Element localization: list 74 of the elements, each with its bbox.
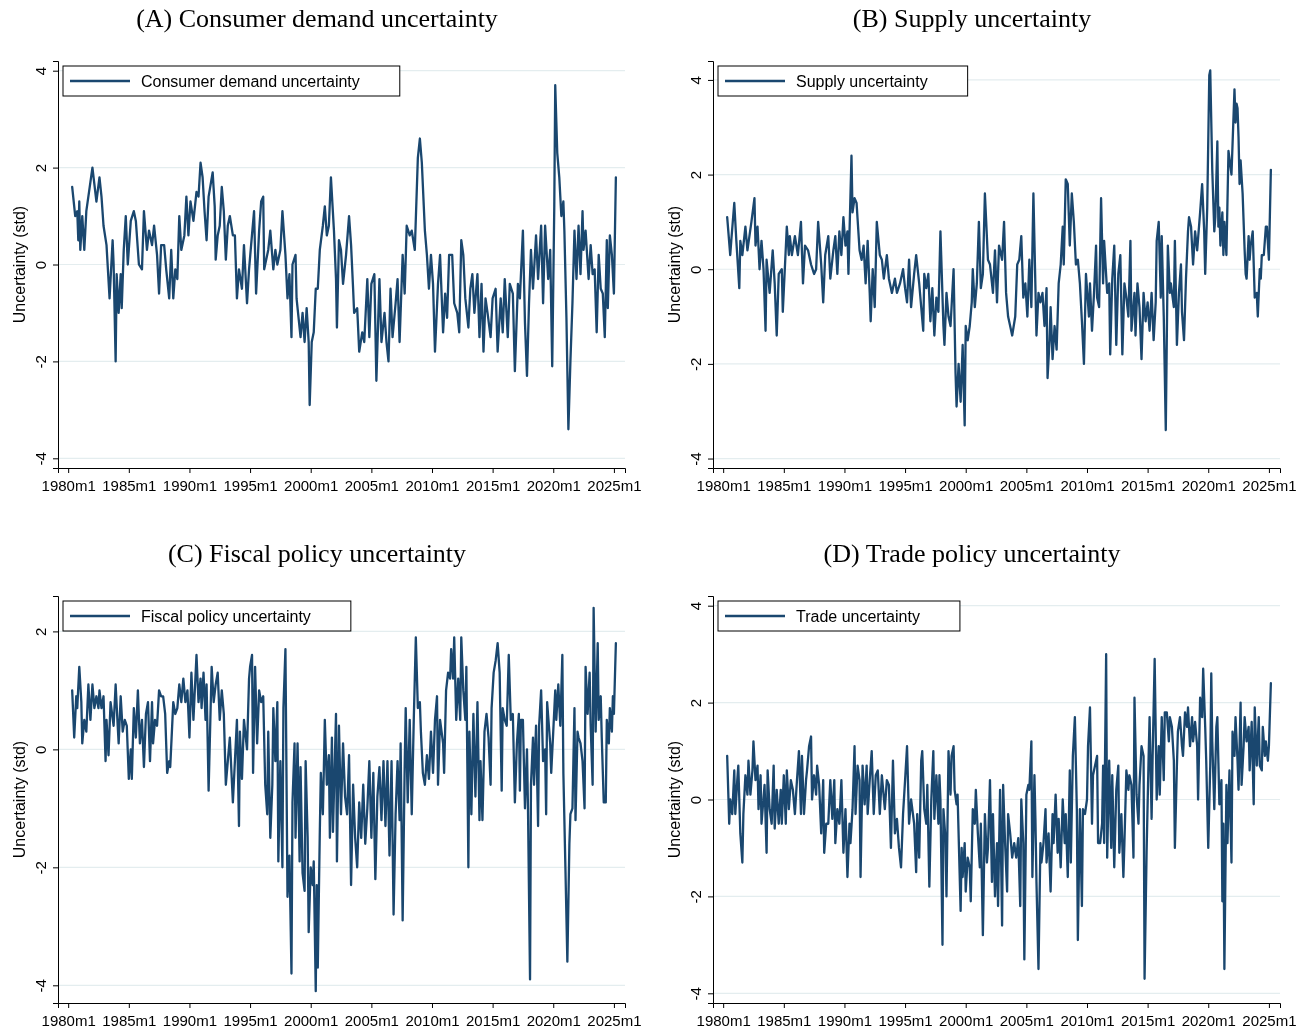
x-tick-label: 1990m1 [817,476,873,494]
y-axis-title: Uncertainty (std) [666,740,683,859]
x-tick-label: 2010m1 [405,476,460,494]
chart-title: (A) Consumer demand uncertainty [136,4,498,33]
x-tick-label: 1995m1 [878,476,933,494]
x-tick-label: 1980m1 [696,476,751,494]
x-tick-label: 2015m1 [466,476,521,494]
x-tick-label: 1985m1 [757,476,812,494]
x-tick-label: 2015m1 [466,1011,521,1029]
y-tick-label: -2 [687,890,704,904]
legend-label: Consumer demand uncertainty [141,72,360,90]
x-tick-label: 2005m1 [344,1011,399,1029]
x-tick-label: 2020m1 [1181,476,1236,494]
chart-title: (B) Supply uncertainty [852,4,1092,33]
x-tick-label: 2025m1 [1242,476,1297,494]
x-tick-label: 2005m1 [344,476,399,494]
x-tick-label: 2000m1 [939,1011,994,1029]
x-tick-label: 2000m1 [284,1011,339,1029]
x-tick-label: 2020m1 [1181,1011,1236,1029]
x-tick-label: 2000m1 [284,476,339,494]
y-tick-label: 4 [687,76,704,85]
y-tick-label: 0 [32,745,49,755]
x-tick-label: 2010m1 [1060,1011,1115,1029]
y-tick-label: -4 [32,452,49,466]
y-tick-label: 4 [687,602,704,611]
x-tick-label: 2010m1 [1060,476,1115,494]
y-tick-label: 2 [687,170,704,180]
x-tick-label: 2025m1 [1242,1011,1297,1029]
y-tick-label: 2 [32,627,49,637]
y-axis-title: Uncertainty (std) [11,205,28,324]
x-tick-label: 2000m1 [939,476,994,494]
legend-label: Trade uncertainty [796,607,920,625]
x-tick-label: 2005m1 [999,1011,1054,1029]
x-tick-label: 1990m1 [817,1011,873,1029]
x-tick-label: 1980m1 [41,1011,96,1029]
x-tick-label: 1995m1 [223,476,278,494]
chart-title: (C) Fiscal policy uncertainty [167,539,467,568]
y-tick-label: 2 [32,163,49,173]
x-tick-label: 1990m1 [162,476,218,494]
x-tick-label: 1980m1 [41,476,96,494]
y-tick-label: -2 [32,861,49,875]
y-tick-label: 2 [687,698,704,708]
chart-title: (D) Trade policy uncertainty [823,539,1121,568]
x-tick-label: 1995m1 [878,1011,933,1029]
x-tick-label: 1990m1 [162,1011,218,1029]
x-tick-label: 1980m1 [696,1011,751,1029]
x-tick-label: 1995m1 [223,1011,278,1029]
y-tick-label: -2 [687,357,704,372]
x-tick-label: 2025m1 [587,1011,642,1029]
line-series [726,69,1273,432]
legend-label: Supply uncertainty [796,72,928,90]
y-tick-label: -4 [687,987,704,1001]
line-series [726,652,1273,980]
x-tick-label: 2015m1 [1121,476,1176,494]
x-tick-label: 2015m1 [1121,1011,1176,1029]
y-tick-label: 0 [32,260,49,270]
x-tick-label: 2005m1 [999,476,1054,494]
y-tick-label: 0 [687,795,704,805]
line-series [71,606,618,993]
x-tick-label: 2020m1 [526,1011,581,1029]
x-tick-label: 1985m1 [102,476,157,494]
y-tick-label: -4 [32,979,49,993]
y-axis-title: Uncertainty (std) [666,205,683,324]
legend-label: Fiscal policy uncertainty [141,607,311,625]
y-tick-label: -4 [687,452,704,466]
x-tick-label: 2020m1 [526,476,581,494]
y-tick-label: 4 [32,67,49,76]
y-tick-label: 0 [687,265,704,274]
x-tick-label: 2010m1 [405,1011,460,1029]
y-axis-title: Uncertainty (std) [11,740,28,859]
x-tick-label: 1985m1 [102,1011,157,1029]
x-tick-label: 2025m1 [587,476,642,494]
y-tick-label: -2 [32,355,49,369]
x-tick-label: 1985m1 [757,1011,812,1029]
